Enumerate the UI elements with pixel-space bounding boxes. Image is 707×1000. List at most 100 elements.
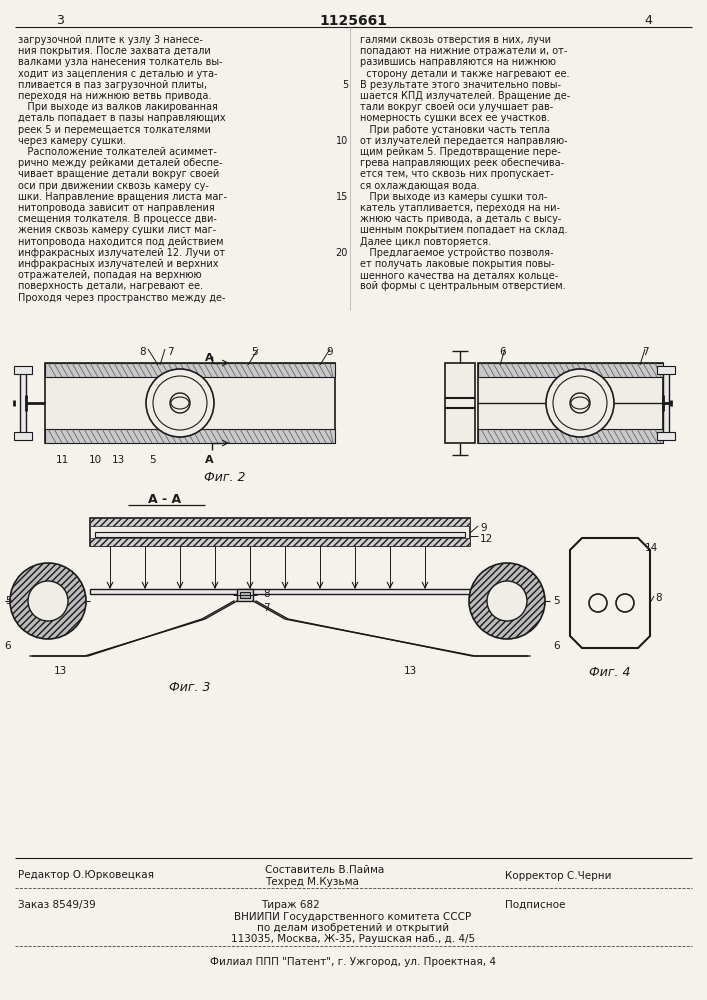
- Text: рично между рейками деталей обеспе-: рично между рейками деталей обеспе-: [18, 158, 223, 168]
- Text: А - А: А - А: [148, 493, 182, 506]
- Text: Заказ 8549/39: Заказ 8549/39: [18, 900, 95, 910]
- Text: ется тем, что сквозь них пропускает-: ется тем, что сквозь них пропускает-: [360, 169, 554, 179]
- Bar: [90, 518, 470, 546]
- Circle shape: [28, 581, 68, 621]
- Circle shape: [546, 369, 614, 437]
- Text: смещения толкателя. В процессе дви-: смещения толкателя. В процессе дви-: [18, 214, 217, 224]
- Text: попадают на нижние отражатели и, от-: попадают на нижние отражатели и, от-: [360, 46, 568, 56]
- Text: реек 5 и перемещается толкателями: реек 5 и перемещается толкателями: [18, 125, 211, 135]
- Text: 9: 9: [327, 347, 333, 357]
- Text: ся охлаждающая вода.: ся охлаждающая вода.: [360, 181, 479, 191]
- Text: 10: 10: [336, 136, 348, 146]
- PathPatch shape: [570, 538, 650, 648]
- Text: Филиал ППП "Патент", г. Ужгород, ул. Проектная, 4: Филиал ППП "Патент", г. Ужгород, ул. Про…: [210, 957, 496, 967]
- Text: 4: 4: [644, 14, 652, 27]
- Bar: [90, 589, 470, 594]
- Text: отражателей, попадая на верхнюю: отражателей, попадая на верхнюю: [18, 270, 201, 280]
- Circle shape: [570, 393, 590, 413]
- Bar: [237, 589, 253, 601]
- Text: 113035, Москва, Ж-35, Раушская наб., д. 4/5: 113035, Москва, Ж-35, Раушская наб., д. …: [231, 934, 475, 944]
- Text: инфракрасных излучателей 12. Лучи от: инфракрасных излучателей 12. Лучи от: [18, 248, 225, 258]
- Bar: [14, 366, 32, 374]
- Text: 9: 9: [480, 523, 486, 533]
- Text: Корректор С.Черни: Корректор С.Черни: [505, 871, 612, 881]
- Text: жнюю часть привода, а деталь с высу-: жнюю часть привода, а деталь с высу-: [360, 214, 561, 224]
- Text: катель утапливается, переходя на ни-: катель утапливается, переходя на ни-: [360, 203, 560, 213]
- Text: галями сквозь отверстия в них, лучи: галями сквозь отверстия в них, лучи: [360, 35, 551, 45]
- Text: ния покрытия. После захвата детали: ния покрытия. После захвата детали: [18, 46, 211, 56]
- Bar: [478, 363, 663, 377]
- Text: инфракрасных излучателей и верхних: инфракрасных излучателей и верхних: [18, 259, 218, 269]
- Bar: [20, 368, 26, 438]
- Text: 6: 6: [5, 641, 11, 651]
- Text: 8: 8: [140, 347, 146, 357]
- Text: Фиг. 3: Фиг. 3: [169, 681, 211, 694]
- Text: грева направляющих реек обеспечива-: грева направляющих реек обеспечива-: [360, 158, 564, 168]
- Bar: [45, 363, 335, 443]
- Text: Составитель В.Пайма: Составитель В.Пайма: [265, 865, 384, 875]
- Circle shape: [146, 369, 214, 437]
- Text: номерность сушки всех ее участков.: номерность сушки всех ее участков.: [360, 113, 550, 123]
- Bar: [445, 363, 475, 443]
- Text: жения сквозь камеру сушки лист маг-: жения сквозь камеру сушки лист маг-: [18, 225, 216, 235]
- Text: 11: 11: [55, 455, 69, 465]
- Text: Редактор О.Юрковецкая: Редактор О.Юрковецкая: [18, 870, 154, 880]
- Text: Тираж 682: Тираж 682: [261, 900, 320, 910]
- Bar: [45, 429, 335, 443]
- Text: Далее цикл повторяется.: Далее цикл повторяется.: [360, 237, 491, 247]
- Text: Предлагаемое устройство позволя-: Предлагаемое устройство позволя-: [360, 248, 554, 258]
- Text: 20: 20: [336, 248, 348, 258]
- Text: 8: 8: [655, 593, 662, 603]
- Text: 14: 14: [645, 543, 658, 553]
- Text: 7: 7: [263, 603, 269, 613]
- Text: 5: 5: [252, 347, 258, 357]
- Text: оси при движении сквозь камеру су-: оси при движении сквозь камеру су-: [18, 181, 209, 191]
- Text: ВНИИПИ Государственного комитета СССР: ВНИИПИ Государственного комитета СССР: [235, 912, 472, 922]
- Text: 5: 5: [148, 455, 156, 465]
- Bar: [657, 366, 675, 374]
- Text: В результате этого значительно повы-: В результате этого значительно повы-: [360, 80, 561, 90]
- Text: тали вокруг своей оси улучшает рав-: тали вокруг своей оси улучшает рав-: [360, 102, 554, 112]
- Text: шки. Направление вращения листа маг-: шки. Направление вращения листа маг-: [18, 192, 227, 202]
- Text: шенного качества на деталях кольце-: шенного качества на деталях кольце-: [360, 270, 559, 280]
- Bar: [478, 363, 663, 443]
- Text: При выходе из валков лакированная: При выходе из валков лакированная: [18, 102, 218, 112]
- Text: 3: 3: [56, 14, 64, 27]
- Text: Проходя через пространство между де-: Проходя через пространство между де-: [18, 293, 226, 303]
- Text: разившись направляются на нижнюю: разившись направляются на нижнюю: [360, 57, 556, 67]
- Text: A: A: [205, 455, 214, 465]
- Text: 10: 10: [88, 455, 102, 465]
- Text: поверхность детали, нагревают ее.: поверхность детали, нагревают ее.: [18, 281, 203, 291]
- Text: пливается в паз загрузочной плиты,: пливается в паз загрузочной плиты,: [18, 80, 207, 90]
- Text: Фиг. 4: Фиг. 4: [589, 666, 631, 679]
- Bar: [663, 368, 669, 438]
- Text: Подписное: Подписное: [505, 900, 566, 910]
- Text: 1125661: 1125661: [319, 14, 387, 28]
- Circle shape: [170, 393, 190, 413]
- Bar: [95, 532, 465, 537]
- Text: 13: 13: [53, 666, 66, 676]
- Text: валками узла нанесения толкатель вы-: валками узла нанесения толкатель вы-: [18, 57, 223, 67]
- Text: Техред М.Кузьма: Техред М.Кузьма: [265, 877, 359, 887]
- Text: деталь попадает в пазы направляющих: деталь попадает в пазы направляющих: [18, 113, 226, 123]
- Text: щим рейкам 5. Предотвращение пере-: щим рейкам 5. Предотвращение пере-: [360, 147, 561, 157]
- Text: 6: 6: [553, 641, 560, 651]
- Text: 15: 15: [336, 192, 348, 202]
- Text: 7: 7: [642, 347, 648, 357]
- Text: 12: 12: [480, 534, 493, 544]
- Bar: [90, 518, 470, 526]
- Text: 8: 8: [263, 589, 269, 599]
- Text: Расположение толкателей асиммет-: Расположение толкателей асиммет-: [18, 147, 217, 157]
- Text: через камеру сушки.: через камеру сушки.: [18, 136, 126, 146]
- Text: 13: 13: [404, 666, 416, 676]
- Text: загрузочной плите к узлу 3 нанесе-: загрузочной плите к узлу 3 нанесе-: [18, 35, 203, 45]
- Text: 7: 7: [167, 347, 173, 357]
- Text: нитопровода находится под действием: нитопровода находится под действием: [18, 237, 223, 247]
- Text: 6: 6: [500, 347, 506, 357]
- Bar: [657, 432, 675, 440]
- Text: шенным покрытием попадает на склад.: шенным покрытием попадает на склад.: [360, 225, 568, 235]
- Text: 5: 5: [553, 596, 560, 606]
- Text: вой формы с центральным отверстием.: вой формы с центральным отверстием.: [360, 281, 566, 291]
- Circle shape: [10, 563, 86, 639]
- Text: шается КПД излучателей. Вращение де-: шается КПД излучателей. Вращение де-: [360, 91, 571, 101]
